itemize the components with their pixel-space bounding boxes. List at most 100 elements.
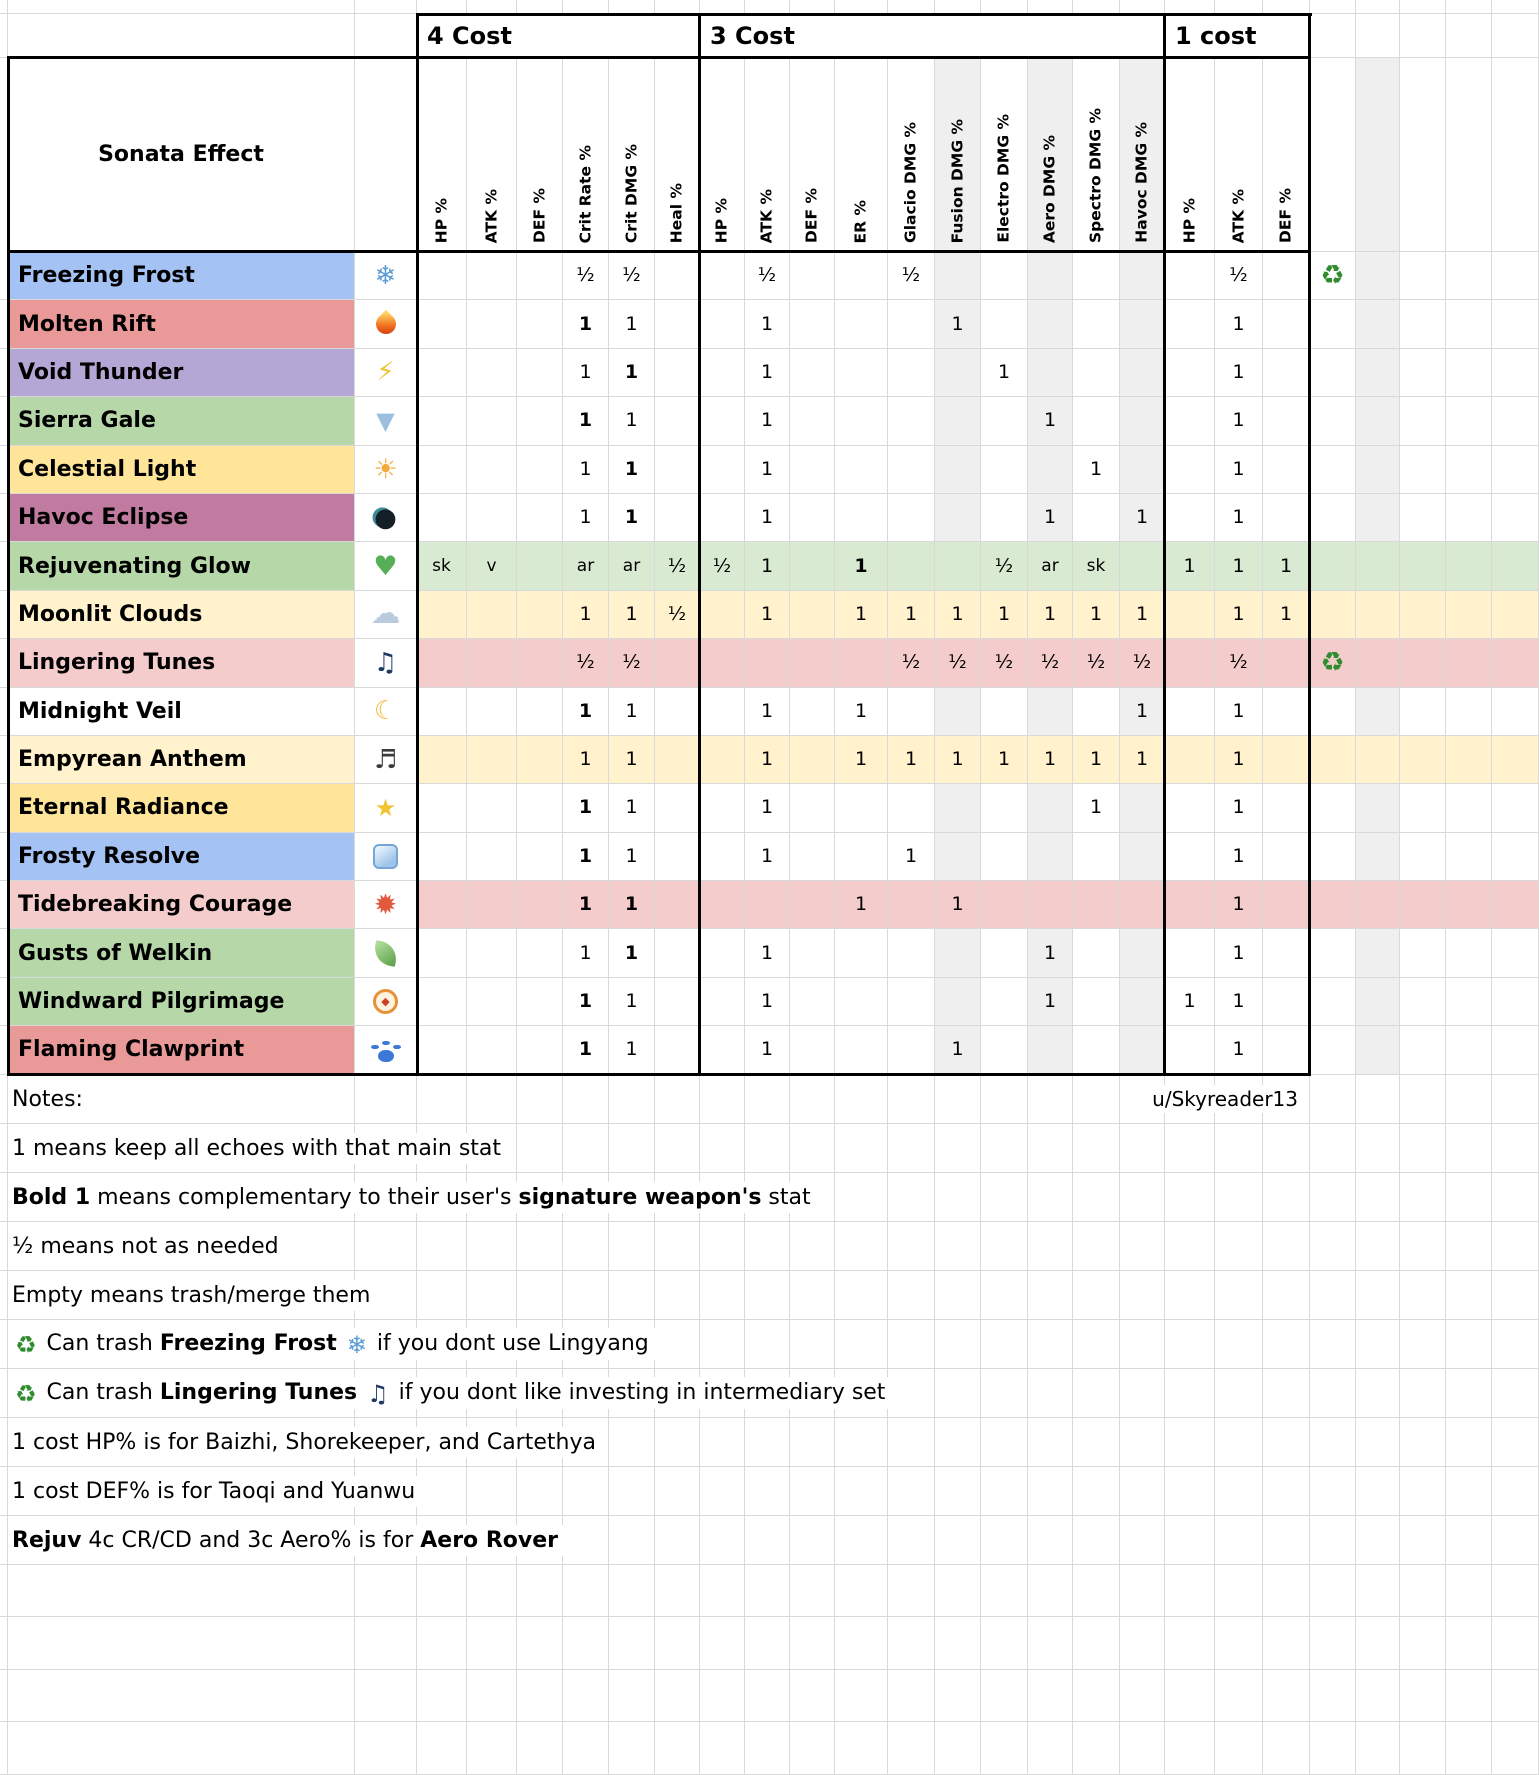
stat-cell [700,493,745,543]
grid-cell [1028,1669,1073,1723]
grid-cell [563,1123,609,1173]
grid-cell [1165,1722,1215,1775]
grid-cell [8,1074,355,1124]
stat-cell [700,977,745,1027]
grid-cell [417,1515,467,1565]
stat-cell: 1 [935,735,981,785]
stat-cell [790,590,835,640]
stat-cell [1120,300,1165,349]
grid-cell [655,1270,700,1320]
grid-cell [835,1722,888,1775]
stat-cell: 1 [745,493,790,543]
stat-value: 1 [760,602,774,625]
stat-value: ½ [901,651,921,674]
stat-cell [1120,348,1165,398]
grid-cell [1492,1617,1539,1670]
stat-cell [935,493,981,543]
grid-cell [1446,14,1492,58]
grid-cell [355,1417,417,1467]
grid-cell [517,1172,563,1222]
grid-cell [1028,1722,1073,1775]
sonata-row-name: Rejuvenating Glow [8,542,355,591]
stat-cell [655,881,700,930]
grid-cell [700,1617,745,1670]
stat-cell: 1 [1028,590,1073,640]
stat-value: 1 [760,748,774,771]
stat-value: ½ [622,264,641,287]
grid-cell [1400,590,1446,640]
grid-cell [1446,1564,1492,1618]
grid-cell [888,1417,935,1467]
grid-cell [835,1074,888,1124]
grid-cell [700,1466,745,1516]
grid-cell [1263,1074,1310,1124]
stat-value: 1 [997,602,1011,625]
grid-cell [467,1319,517,1369]
grid-cell [1263,1172,1310,1222]
grid-cell [1356,300,1400,349]
stat-cell [1165,445,1215,494]
stat-cell: 1 [888,832,935,882]
sonata-row-name: Eternal Radiance [8,784,355,833]
stat-value: 1 [1089,796,1103,819]
stat-value: 1 [624,506,639,529]
column-header: Spectro DMG % [1073,58,1120,252]
stat-cell [790,735,835,785]
stat-value: 1 [624,941,639,964]
column-header-label: Havoc DMG % [1132,122,1151,243]
stat-cell [790,300,835,349]
row-icon-cell: ● [355,493,417,543]
sonata-row-name: Havoc Eclipse [8,493,355,543]
stat-value: ½ [712,554,732,577]
cost-group-header: 3 Cost [700,14,1165,58]
stat-cell: 1 [1215,832,1263,882]
stat-value: 1 [1232,457,1245,480]
grid-cell [835,1417,888,1467]
row-name-label: Void Thunder [18,359,184,385]
stat-cell: 1 [1120,735,1165,785]
stat-value: 1 [854,893,868,916]
grid-cell [563,1172,609,1222]
grid-cell [1073,1221,1120,1271]
grid-cell [790,0,835,14]
stat-value: ½ [901,264,921,287]
stat-cell [1263,639,1310,688]
grid-cell [1215,1722,1263,1775]
grid-cell [0,1123,8,1173]
stat-cell [700,784,745,833]
stat-cell: 1 [1215,397,1263,446]
stat-cell: 1 [1215,929,1263,978]
grid-cell [1073,1722,1120,1775]
grid-cell [355,0,417,14]
grid-cell [1028,1270,1073,1320]
stat-cell: 1 [981,590,1028,640]
grid-cell [1400,1368,1446,1418]
grid-cell [1310,542,1356,591]
stat-cell [517,784,563,833]
grid-cell [1310,1270,1356,1320]
grid-cell [1446,1417,1492,1467]
grid-cell [1400,252,1446,301]
stat-cell [700,252,745,301]
grid-cell [563,0,609,14]
stat-value: 1 [760,1038,774,1061]
row-icon-cell: ⚡ [355,348,417,398]
stat-cell [655,397,700,446]
grid-cell [745,1417,790,1467]
grid-cell [1356,1417,1400,1467]
grid-cell [563,1368,609,1418]
stat-cell [790,1026,835,1075]
grid-cell [1400,14,1446,58]
sonata-row-name: Gusts of Welkin [8,929,355,978]
stat-value: 1 [1232,893,1245,916]
grid-cell [355,1221,417,1271]
grid-cell [1165,1564,1215,1618]
grid-cell [1446,1319,1492,1369]
grid-cell [1165,1270,1215,1320]
row-icon-cell [355,832,417,882]
stat-cell [1073,1026,1120,1075]
stat-value: 1 [1279,602,1293,625]
grid-cell [1356,639,1400,688]
grid-cell [563,1221,609,1271]
stat-cell [790,252,835,301]
